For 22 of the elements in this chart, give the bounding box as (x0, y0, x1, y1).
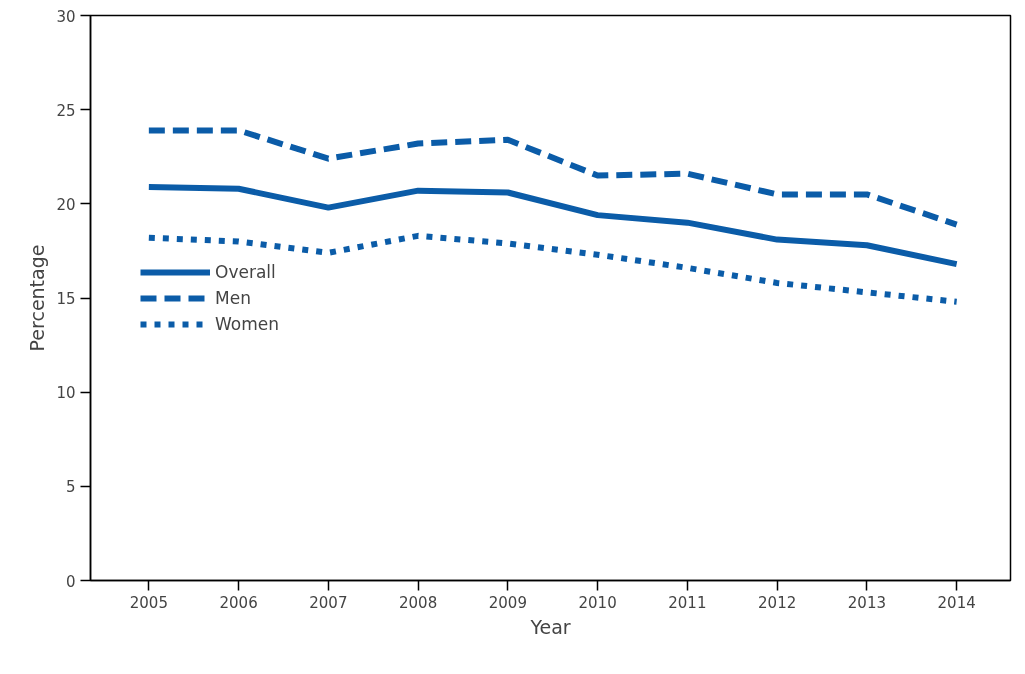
x-tick-label: 2005 (129, 593, 168, 612)
y-tick-label: 0 (65, 572, 76, 591)
y-tick-label: 15 (56, 290, 76, 308)
y-tick-label: 30 (56, 7, 76, 26)
x-tick-label: 2006 (219, 593, 258, 612)
x-tick-label: 2012 (758, 593, 797, 612)
legend-label: Women (215, 313, 280, 334)
x-tick-label: 2014 (937, 593, 976, 612)
x-tick-label: 2009 (488, 593, 527, 612)
y-tick-label: 10 (56, 384, 76, 403)
x-tick-label: 2007 (309, 593, 348, 612)
legend-label: Men (215, 287, 251, 308)
x-tick-label: 2013 (847, 593, 886, 612)
y-axis-title: Percentage (26, 244, 49, 352)
x-tick-label: 2010 (578, 593, 617, 612)
y-tick-label: 5 (65, 478, 76, 497)
x-axis-title: Year (529, 615, 571, 638)
y-tick-label: 25 (56, 101, 76, 120)
x-tick-label: 2011 (668, 593, 707, 612)
legend-label: Overall (215, 261, 276, 282)
x-tick-label: 2008 (399, 593, 438, 612)
y-tick-label: 20 (56, 195, 76, 214)
